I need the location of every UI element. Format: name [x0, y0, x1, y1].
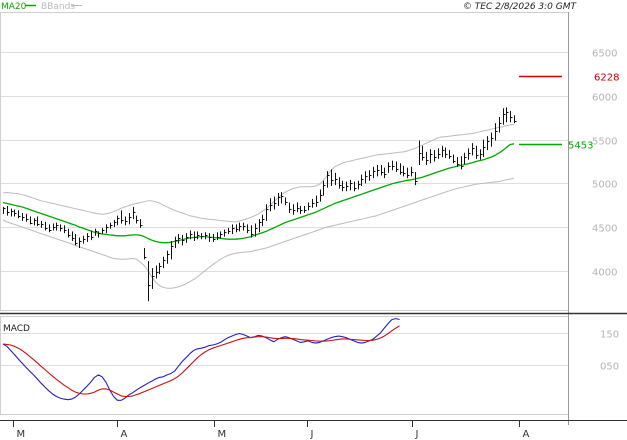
ma-value-label: 5453	[568, 141, 593, 152]
ma20-path	[2, 143, 515, 244]
price-tick-label: 4500	[592, 224, 617, 235]
month-tick-label: A	[121, 429, 128, 440]
grid-layer	[1, 52, 568, 366]
bbands-lower-line	[2, 177, 515, 289]
timestamp: © TEC 2/8/2026 3:0 GMT	[463, 2, 578, 12]
target-line-label: 6228	[594, 73, 619, 84]
price-tick-label: 5500	[592, 137, 617, 148]
macd-lines	[2, 318, 400, 401]
bbands-upper-line	[2, 123, 515, 223]
price-tick-label: 6000	[592, 93, 617, 104]
price-tick-label: 6500	[592, 49, 617, 60]
legend-bbands-label: BBands	[41, 2, 75, 12]
price-tick-label: 5000	[592, 180, 617, 191]
price-bars	[3, 107, 517, 302]
price-markers: 6228 5453	[519, 73, 619, 152]
signal-line	[2, 325, 400, 398]
ma20-line	[2, 143, 515, 244]
price-panel-frame	[0, 12, 569, 311]
bollinger-bands	[2, 123, 515, 289]
price-tick-label: 4000	[592, 268, 617, 279]
month-tick-label: J	[310, 429, 314, 440]
macd-tick-label: 050	[600, 362, 619, 373]
macd-tick-label: 150	[600, 330, 619, 341]
macd-line	[2, 318, 400, 401]
month-tick-label: M	[17, 429, 26, 440]
month-tick-label: J	[415, 429, 419, 440]
month-tick-label: M	[218, 429, 227, 440]
legend-ma20-label: MA20	[1, 2, 27, 12]
macd-panel-label: MACD	[3, 324, 30, 334]
month-tick-label: A	[523, 429, 530, 440]
axis-ticks: 6500 6000 5500 5000 4500 4000 150 050 M A M J J A	[13, 49, 619, 440]
